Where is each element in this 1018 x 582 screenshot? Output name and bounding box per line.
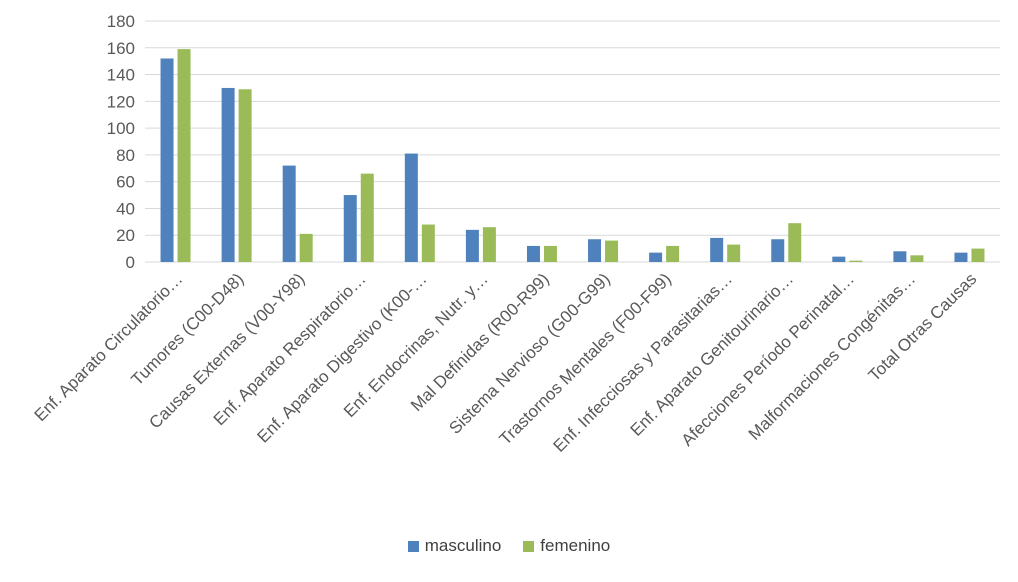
y-tick-label: 120 <box>107 92 135 111</box>
bar-masculino <box>710 237 724 262</box>
bar-femenino <box>421 224 435 262</box>
bar-femenino <box>299 233 313 262</box>
bar-femenino <box>910 255 924 262</box>
bar-masculino <box>893 251 907 262</box>
bar-femenino <box>666 245 680 262</box>
bar-femenino <box>605 240 619 262</box>
bar-masculino <box>282 165 296 262</box>
bars <box>160 49 985 263</box>
legend-item-femenino: femenino <box>523 536 610 556</box>
bar-femenino <box>360 173 374 262</box>
bar-femenino <box>543 245 557 262</box>
bar-masculino <box>526 245 540 262</box>
y-tick-label: 40 <box>116 199 135 218</box>
bar-femenino <box>788 223 802 262</box>
x-category-label: Tumores (C00-D48) <box>128 269 248 389</box>
bar-masculino <box>771 239 785 262</box>
bar-femenino <box>482 227 496 262</box>
bar-masculino <box>588 239 602 262</box>
y-tick-label: 20 <box>116 226 135 245</box>
y-tick-label: 180 <box>107 12 135 31</box>
bar-masculino <box>954 252 968 262</box>
legend: masculino femenino <box>0 536 1018 556</box>
bar-masculino <box>221 87 235 262</box>
legend-item-masculino: masculino <box>407 536 502 556</box>
gridlines <box>145 20 1000 263</box>
x-axis-category-labels: Enf. Aparato Circulatorio…Tumores (C00-D… <box>31 269 981 455</box>
bar-masculino <box>649 252 663 262</box>
bar-femenino <box>849 260 863 262</box>
legend-label-masculino: masculino <box>424 536 502 555</box>
legend-swatch-femenino <box>523 540 535 552</box>
y-axis-ticks: 0 20 40 60 80 100 120 140 160 180 <box>107 12 135 272</box>
y-tick-label: 160 <box>107 39 135 58</box>
y-tick-label: 60 <box>116 173 135 192</box>
bar-femenino <box>971 248 985 262</box>
bar-femenino <box>238 89 252 263</box>
legend-label-femenino: femenino <box>540 536 611 555</box>
bar-chart: 0 20 40 60 80 100 120 140 160 180 Enf. Aparato Ci… <box>31 12 1000 456</box>
bar-masculino <box>465 229 479 262</box>
x-category-label: Total Otras Causas <box>865 269 981 385</box>
y-tick-label: 80 <box>116 146 135 165</box>
y-tick-label: 100 <box>107 119 135 138</box>
bar-masculino <box>404 153 418 262</box>
bar-masculino <box>832 256 846 262</box>
bar-masculino <box>343 195 357 262</box>
y-tick-label: 0 <box>126 253 135 272</box>
bar-femenino <box>727 244 741 262</box>
y-tick-label: 140 <box>107 66 135 85</box>
legend-swatch-masculino <box>407 540 419 552</box>
bar-femenino <box>177 49 191 262</box>
bar-masculino <box>160 58 174 262</box>
